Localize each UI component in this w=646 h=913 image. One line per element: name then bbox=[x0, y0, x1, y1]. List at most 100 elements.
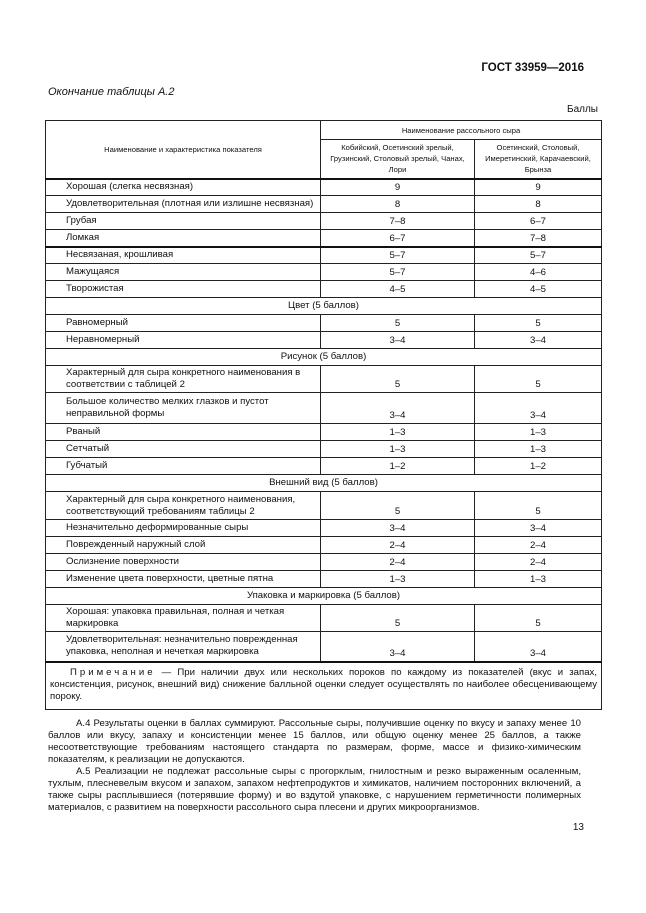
score-a: 1–3 bbox=[320, 570, 475, 588]
score-b: 5 bbox=[474, 491, 602, 520]
indicator-name: Характерный для сыра конкретного наимено… bbox=[45, 365, 321, 393]
table-row: Хорошая (слегка несвязная) 9 9 bbox=[45, 177, 602, 196]
table-row: Удовлетворительная (плотная или излишне … bbox=[45, 195, 602, 213]
score-a: 1–2 bbox=[320, 457, 475, 475]
col-group-header: Наименование рассольного сыра bbox=[320, 120, 602, 140]
table-row: Хорошая: упаковка правильная, полная и ч… bbox=[45, 604, 602, 632]
table-row: Большое количество мелких глазков и пуст… bbox=[45, 392, 602, 424]
section-row: Цвет (5 баллов) bbox=[45, 297, 602, 315]
table-row: Неравномерный 3–4 3–4 bbox=[45, 331, 602, 349]
score-a: 2–4 bbox=[320, 553, 475, 571]
indicator-name: Хорошая: упаковка правильная, полная и ч… bbox=[45, 604, 321, 632]
units-label: Баллы bbox=[567, 104, 598, 115]
score-b: 2–4 bbox=[474, 536, 602, 554]
table-row: Ослизнение поверхности 2–4 2–4 bbox=[45, 553, 602, 571]
score-a: 5–7 bbox=[320, 263, 475, 281]
paragraph-a5: А.5 Реализации не подлежат рассольные сы… bbox=[48, 766, 581, 813]
indicator-name: Неравномерный bbox=[45, 331, 321, 349]
score-b: 3–4 bbox=[474, 519, 602, 537]
score-b: 1–3 bbox=[474, 423, 602, 441]
table-row: Несвязаная, крошливая 5–7 5–7 bbox=[45, 245, 602, 264]
score-a: 5 bbox=[320, 365, 475, 393]
indicator-name: Мажущаяся bbox=[45, 263, 321, 281]
table-row: Изменение цвета поверхности, цветные пят… bbox=[45, 570, 602, 588]
score-a: 3–4 bbox=[320, 631, 475, 662]
col-a-header: Кобийский, Осетинский зрелый, Грузинский… bbox=[320, 139, 475, 179]
table-row: Ломкая 6–7 7–8 bbox=[45, 229, 602, 247]
standard-number: ГОСТ 33959—2016 bbox=[481, 62, 584, 74]
score-a: 5–7 bbox=[320, 245, 475, 264]
score-b: 8 bbox=[474, 195, 602, 213]
table-row: Мажущаяся 5–7 4–6 bbox=[45, 263, 602, 281]
score-a: 5 bbox=[320, 314, 475, 332]
score-a: 3–4 bbox=[320, 331, 475, 349]
section-row: Рисунок (5 баллов) bbox=[45, 348, 602, 366]
indicator-name: Удовлетворительная: незначительно повреж… bbox=[45, 631, 321, 662]
score-b: 3–4 bbox=[474, 392, 602, 424]
indicator-name: Хорошая (слегка несвязная) bbox=[45, 177, 321, 196]
section-title: Цвет (5 баллов) bbox=[45, 297, 602, 315]
table-note: Примечание — При наличии двух или нескол… bbox=[45, 661, 602, 710]
score-b: 4–5 bbox=[474, 280, 602, 298]
section-row: Упаковка и маркировка (5 баллов) bbox=[45, 587, 602, 605]
table-row: Поврежденный наружный слой 2–4 2–4 bbox=[45, 536, 602, 554]
table-row: Сетчатый 1–3 1–3 bbox=[45, 440, 602, 458]
indicator-name: Сетчатый bbox=[45, 440, 321, 458]
indicator-name: Поврежденный наружный слой bbox=[45, 536, 321, 554]
score-b: 1–3 bbox=[474, 440, 602, 458]
table-row: Грубая 7–8 6–7 bbox=[45, 212, 602, 230]
table-row: Равномерный 5 5 bbox=[45, 314, 602, 332]
table-row: Рваный 1–3 1–3 bbox=[45, 423, 602, 441]
score-b: 7–8 bbox=[474, 229, 602, 247]
col-indicator-header: Наименование и характеристика показателя bbox=[45, 120, 321, 179]
score-b: 5 bbox=[474, 314, 602, 332]
section-title: Рисунок (5 баллов) bbox=[45, 348, 602, 366]
page-number: 13 bbox=[572, 822, 584, 833]
score-b: 3–4 bbox=[474, 331, 602, 349]
score-a: 5 bbox=[320, 604, 475, 632]
table-row: Незначительно деформированные сыры 3–4 3–4 bbox=[45, 519, 602, 537]
indicator-name: Удовлетворительная (плотная или излишне … bbox=[45, 195, 321, 213]
score-b: 5–7 bbox=[474, 245, 602, 264]
indicator-name: Равномерный bbox=[45, 314, 321, 332]
col-b-header: Осетинский, Столовый, Имеретинский, Кара… bbox=[474, 139, 602, 179]
indicator-name: Несвязаная, крошливая bbox=[45, 245, 321, 264]
score-b: 6–7 bbox=[474, 212, 602, 230]
indicator-name: Незначительно деформированные сыры bbox=[45, 519, 321, 537]
table-row: Характерный для сыра конкретного наимено… bbox=[45, 491, 602, 520]
table-row: Творожистая 4–5 4–5 bbox=[45, 280, 602, 298]
table-row: Губчатый 1–2 1–2 bbox=[45, 457, 602, 475]
table-row: Характерный для сыра конкретного наимено… bbox=[45, 365, 602, 393]
indicator-name: Губчатый bbox=[45, 457, 321, 475]
indicator-name: Ослизнение поверхности bbox=[45, 553, 321, 571]
table-caption: Окончание таблицы А.2 bbox=[48, 86, 175, 98]
scores-table: Наименование и характеристика показателя… bbox=[45, 120, 602, 710]
score-a: 5 bbox=[320, 491, 475, 520]
section-title: Внешний вид (5 баллов) bbox=[45, 474, 602, 492]
score-a: 1–3 bbox=[320, 423, 475, 441]
score-b: 2–4 bbox=[474, 553, 602, 571]
score-a: 9 bbox=[320, 177, 475, 196]
score-b: 1–3 bbox=[474, 570, 602, 588]
score-a: 8 bbox=[320, 195, 475, 213]
score-a: 1–3 bbox=[320, 440, 475, 458]
body-text: А.4 Результаты оценки в баллах суммируют… bbox=[48, 718, 581, 814]
score-a: 3–4 bbox=[320, 392, 475, 424]
score-b: 3–4 bbox=[474, 631, 602, 662]
score-a: 6–7 bbox=[320, 229, 475, 247]
indicator-name: Грубая bbox=[45, 212, 321, 230]
table-row: Удовлетворительная: незначительно повреж… bbox=[45, 631, 602, 662]
score-b: 9 bbox=[474, 177, 602, 196]
indicator-name: Ломкая bbox=[45, 229, 321, 247]
indicator-name: Рваный bbox=[45, 423, 321, 441]
score-b: 5 bbox=[474, 604, 602, 632]
score-a: 2–4 bbox=[320, 536, 475, 554]
indicator-name: Изменение цвета поверхности, цветные пят… bbox=[45, 570, 321, 588]
score-b: 5 bbox=[474, 365, 602, 393]
score-b: 1–2 bbox=[474, 457, 602, 475]
section-title: Упаковка и маркировка (5 баллов) bbox=[45, 587, 602, 605]
section-row: Внешний вид (5 баллов) bbox=[45, 474, 602, 492]
indicator-name: Творожистая bbox=[45, 280, 321, 298]
score-a: 3–4 bbox=[320, 519, 475, 537]
